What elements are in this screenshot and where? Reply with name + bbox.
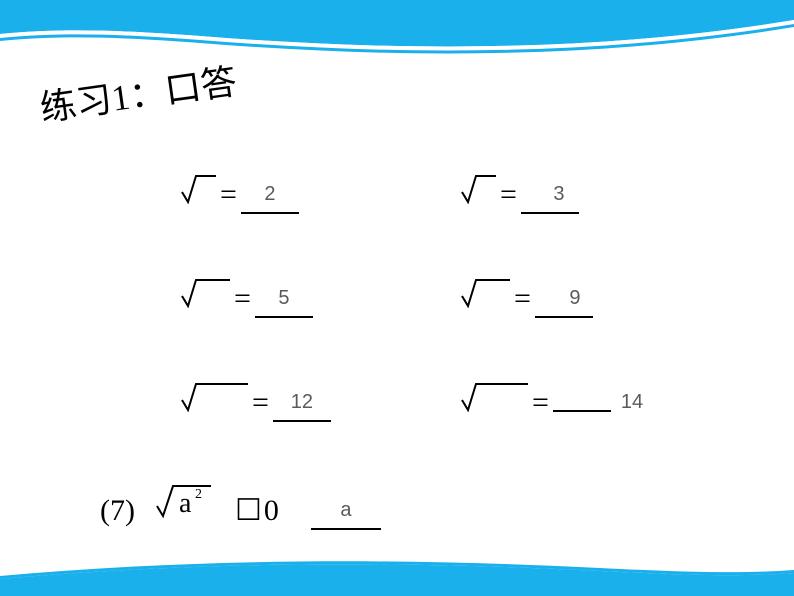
sqrt-icon	[460, 274, 510, 308]
problem-row: = 5 = 9	[0, 274, 794, 318]
sqrt-a-squared: a 2	[155, 480, 213, 520]
equals: =	[252, 386, 269, 420]
sqrt-icon	[180, 378, 248, 412]
page-title: 练习1：口答	[36, 53, 239, 132]
problem-3: = 5	[180, 274, 460, 318]
equals: =	[234, 282, 251, 316]
sqrt-icon	[180, 170, 216, 204]
answer-blank: a	[311, 494, 381, 530]
answer-blank	[553, 410, 611, 412]
problem-7: (7) a 2 ☐0 a	[100, 480, 381, 530]
equals: =	[500, 178, 517, 212]
answer-value: 5	[278, 287, 289, 309]
wave-top-decor	[0, 0, 794, 55]
answer-blank: 12	[273, 388, 331, 422]
problem-6: = 14	[460, 378, 643, 422]
problem-5: = 12	[180, 378, 460, 422]
answer-value: a	[340, 499, 351, 521]
answer-blank: 3	[521, 180, 579, 214]
sqrt-icon	[180, 274, 230, 308]
sqrt-icon	[460, 378, 528, 412]
answer-value: 9	[569, 287, 580, 309]
answer-blank: 9	[535, 284, 593, 318]
condition: ☐0	[235, 493, 281, 528]
problems-grid: = 2 = 3 = 5 = 9	[0, 170, 794, 482]
problem-number: (7)	[100, 494, 135, 528]
equals: =	[220, 178, 237, 212]
problem-1: = 2	[180, 170, 460, 214]
placeholder-symbol: ☐	[235, 494, 264, 527]
exponent-2: 2	[195, 487, 202, 502]
equals: =	[532, 386, 549, 420]
problem-4: = 9	[460, 274, 593, 318]
equals: =	[514, 282, 531, 316]
answer-value: 14	[621, 391, 643, 414]
answer-value: 12	[291, 391, 313, 413]
wave-bottom-decor	[0, 561, 794, 596]
answer-value: 3	[553, 183, 564, 205]
problem-row: = 2 = 3	[0, 170, 794, 214]
sqrt-icon	[460, 170, 496, 204]
radicand-a: a	[179, 488, 192, 519]
zero: 0	[264, 494, 281, 527]
problem-2: = 3	[460, 170, 579, 214]
problem-row: = 12 = 14	[0, 378, 794, 422]
answer-blank: 2	[241, 180, 299, 214]
answer-value: 2	[264, 183, 275, 205]
answer-blank: 5	[255, 284, 313, 318]
